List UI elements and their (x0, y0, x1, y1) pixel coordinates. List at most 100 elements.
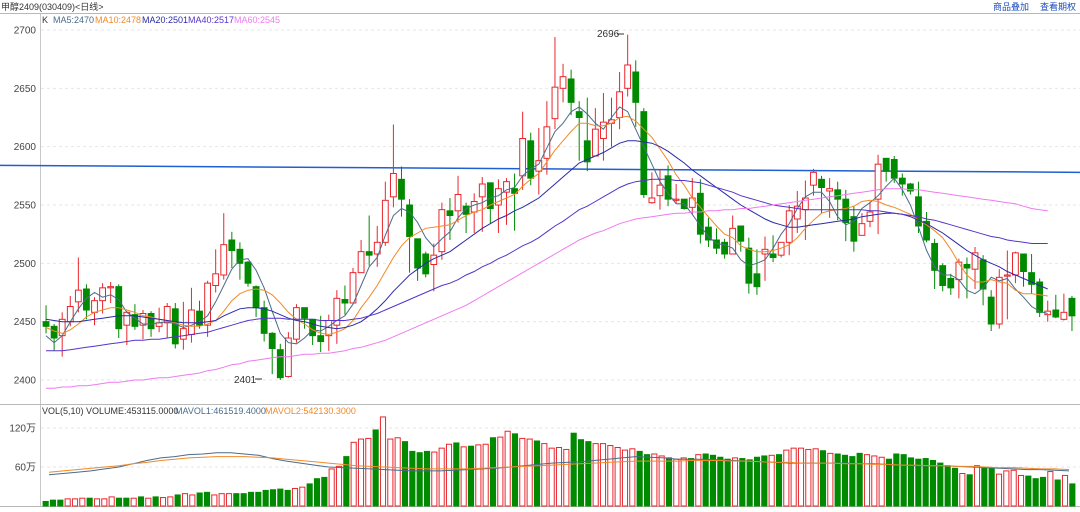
candle-body-90 (769, 253, 777, 258)
candle-body-75 (648, 197, 656, 204)
volume-bar-37 (313, 478, 321, 507)
volume-bar-1 (49, 499, 57, 507)
candle-body-88 (753, 273, 761, 288)
line-ma40 (46, 178, 1048, 352)
volume-bar-111 (856, 452, 863, 507)
legend-mavol2: MAVOL2:542130.3000 (265, 406, 356, 416)
candle-body-49 (438, 209, 446, 253)
candle-body-100 (850, 216, 858, 242)
link-commodity-overlay[interactable]: 商品叠加 (993, 1, 1029, 12)
candle-body-34 (317, 335, 325, 342)
legend-ma20: MA20:2501 (142, 15, 188, 25)
candle-body-52 (462, 205, 470, 215)
volume-bar-6 (86, 497, 93, 507)
candle-body-71 (616, 91, 623, 118)
candle-body-66 (575, 111, 583, 118)
volume-bar-90 (702, 453, 709, 507)
volume-bar-72 (570, 432, 577, 507)
volume-bar-30 (262, 489, 269, 507)
instrument-title: 甲醇2409(030409)<日线> (1, 1, 104, 12)
candle-body-47 (422, 253, 430, 275)
candle-body-54 (478, 183, 486, 198)
candle-body-120 (1012, 252, 1019, 276)
volume-bar-19 (181, 493, 189, 507)
volume-bar-38 (321, 476, 328, 507)
volume-bar-92 (717, 456, 724, 507)
volume-bar-51 (416, 452, 423, 507)
volume-bar-11 (123, 497, 130, 507)
y-tick-2700: 2700 (14, 25, 37, 36)
volume-bar-40 (335, 465, 343, 507)
candle-body-59 (519, 137, 527, 177)
candle-body-23 (228, 239, 236, 251)
volume-bar-26 (233, 493, 240, 507)
volume-bar-8 (101, 498, 108, 507)
candle-body-25 (244, 261, 252, 284)
volume-bar-58 (467, 445, 475, 507)
legend-k: K (42, 15, 48, 25)
volume-bar-123 (944, 465, 951, 507)
volume-bar-108 (834, 453, 841, 507)
candle-body-72 (624, 64, 632, 89)
candle-body-113 (955, 261, 963, 281)
volume-bar-70 (555, 447, 563, 507)
volume-bar-140 (1069, 483, 1076, 507)
volume-bar-76 (599, 443, 607, 507)
candle-body-55 (486, 182, 494, 209)
volume-bar-47 (387, 438, 394, 507)
volume-bar-52 (423, 450, 431, 507)
volume-bar-81 (636, 450, 643, 507)
volume-bar-20 (189, 494, 196, 507)
candle-body-97 (826, 188, 834, 192)
volume-bar-84 (658, 455, 665, 507)
candle-body-86 (737, 225, 745, 242)
link-view-options[interactable]: 查看期权 (1040, 1, 1076, 12)
volume-bar-63 (504, 430, 511, 507)
candle-body-4 (74, 289, 82, 303)
volume-bar-138 (1054, 479, 1061, 507)
volume-bar-80 (629, 448, 636, 507)
volume-bar-42 (350, 441, 357, 507)
y-tick-2600: 2600 (14, 142, 37, 153)
legend-ma40: MA40:2517 (188, 15, 234, 25)
volume-bar-106 (819, 450, 827, 507)
volume-bar-25 (225, 493, 233, 507)
candle-body-60 (527, 140, 535, 179)
candle-body-32 (301, 307, 308, 319)
candle-body-17 (179, 328, 187, 340)
volume-bar-129 (988, 467, 995, 507)
candle-body-95 (810, 171, 817, 186)
volume-bar-88 (687, 458, 695, 507)
volume-bar-36 (306, 483, 313, 507)
volume-bar-96 (746, 459, 753, 507)
volume-bar-133 (1017, 474, 1025, 507)
volume-bar-28 (247, 491, 255, 507)
candle-body-81 (696, 192, 704, 235)
candle-body-37 (341, 298, 349, 304)
volume-bar-101 (783, 449, 790, 507)
volume-bar-102 (790, 447, 797, 507)
candle-body-69 (600, 121, 607, 139)
candle-body-96 (818, 178, 825, 188)
volume-bar-116 (893, 453, 900, 507)
candle-body-15 (163, 305, 171, 324)
volume-bar-115 (885, 458, 893, 507)
volume-bar-39 (328, 468, 335, 507)
volume-bar-120 (922, 458, 929, 507)
volume-bar-43 (357, 438, 365, 507)
candle-body-64 (559, 76, 567, 89)
volume-bar-29 (255, 491, 262, 507)
volume-bar-93 (724, 458, 731, 507)
candle-body-107 (906, 183, 914, 192)
candle-body-77 (664, 175, 672, 200)
volume-bar-44 (365, 437, 372, 507)
volume-bar-73 (577, 439, 585, 507)
volume-bar-55 (445, 443, 453, 507)
candle-body-12 (139, 312, 147, 326)
candle-body-74 (640, 111, 648, 195)
candle-body-30 (284, 337, 292, 377)
volume-bar-0 (42, 500, 49, 507)
candle-body-42 (381, 199, 389, 243)
candle-body-126 (1060, 311, 1068, 320)
